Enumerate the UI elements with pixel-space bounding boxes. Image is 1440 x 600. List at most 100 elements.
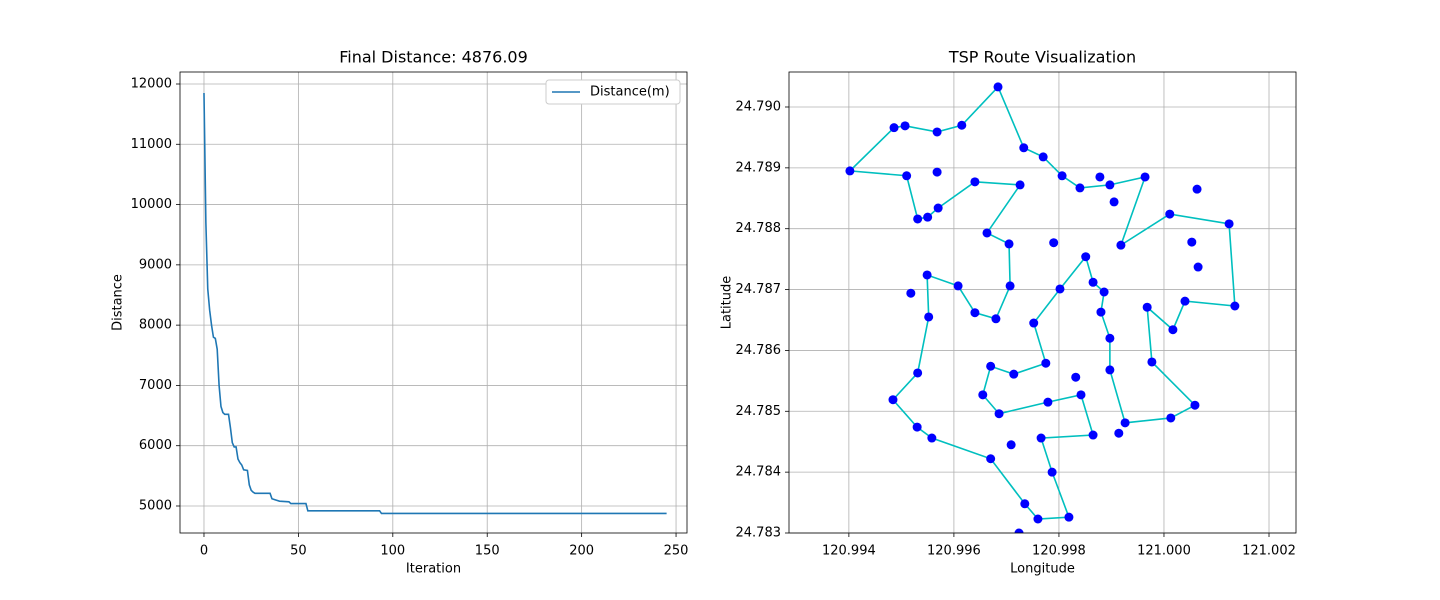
x-tick-label: 120.996 bbox=[927, 544, 981, 559]
axes-frame bbox=[788, 71, 1297, 534]
y-tick-label: 24.787 bbox=[736, 282, 782, 297]
city-point bbox=[912, 422, 922, 432]
city-point bbox=[1180, 296, 1190, 306]
city-point bbox=[1015, 180, 1025, 190]
city-point bbox=[922, 270, 932, 280]
city-point bbox=[1109, 197, 1119, 207]
x-axis-label: Longitude bbox=[1010, 562, 1075, 577]
x-tick-label: 120.998 bbox=[1032, 544, 1086, 559]
city-point bbox=[1043, 397, 1053, 407]
city-point bbox=[1193, 262, 1203, 272]
city-point bbox=[1088, 430, 1098, 440]
city-point bbox=[1005, 281, 1015, 291]
y-tick-label: 6000 bbox=[139, 438, 172, 453]
city-point bbox=[1190, 400, 1200, 410]
legend-label: Distance(m) bbox=[590, 85, 670, 100]
y-axis-label: Latitude bbox=[720, 276, 735, 330]
y-tick-label: 24.786 bbox=[736, 343, 782, 358]
y-tick-label: 24.788 bbox=[736, 221, 782, 236]
city-point bbox=[953, 281, 963, 291]
x-tick-label: 200 bbox=[569, 544, 594, 559]
city-point bbox=[993, 82, 1003, 92]
city-point bbox=[1099, 287, 1109, 297]
city-point bbox=[900, 121, 910, 131]
city-point bbox=[1140, 172, 1150, 182]
city-point bbox=[1224, 219, 1234, 229]
y-tick-label: 7000 bbox=[139, 378, 172, 393]
city-point bbox=[994, 409, 1004, 419]
city-point bbox=[970, 177, 980, 187]
city-point bbox=[1038, 152, 1048, 162]
city-point bbox=[978, 390, 988, 400]
city-point bbox=[1019, 143, 1029, 153]
city-point bbox=[1187, 237, 1197, 247]
city-point bbox=[1114, 428, 1124, 438]
axes-frame bbox=[179, 71, 688, 534]
city-point bbox=[1096, 307, 1106, 317]
city-point bbox=[1009, 369, 1019, 379]
subplot: Final Distance: 4876.09 Iteration Distance… bbox=[111, 48, 689, 577]
city-point bbox=[991, 314, 1001, 324]
city-point bbox=[1064, 512, 1074, 522]
city-point bbox=[1192, 184, 1202, 194]
city-point bbox=[1120, 418, 1130, 428]
x-tick-label: 250 bbox=[664, 544, 689, 559]
x-tick-label: 0 bbox=[200, 544, 208, 559]
city-point bbox=[1014, 528, 1024, 533]
city-point bbox=[1142, 302, 1152, 312]
x-axis-label: Iteration bbox=[406, 562, 461, 577]
city-point bbox=[1055, 284, 1065, 294]
city-point bbox=[970, 308, 980, 318]
city-point bbox=[1088, 277, 1098, 287]
city-point bbox=[1076, 390, 1086, 400]
city-point bbox=[1116, 240, 1126, 250]
city-point bbox=[924, 312, 934, 322]
city-point bbox=[888, 395, 898, 405]
city-point bbox=[1033, 514, 1043, 524]
city-point bbox=[1006, 440, 1016, 450]
y-tick-label: 9000 bbox=[139, 257, 172, 272]
city-point bbox=[1230, 301, 1240, 311]
y-tick-label: 24.790 bbox=[736, 99, 782, 114]
city-point bbox=[986, 361, 996, 371]
x-tick-label: 50 bbox=[290, 544, 307, 559]
city-point bbox=[986, 454, 996, 464]
chart-title: TSP Route Visualization bbox=[948, 48, 1136, 67]
city-point bbox=[1071, 372, 1081, 382]
plot-area bbox=[203, 93, 667, 515]
city-point bbox=[845, 166, 855, 176]
y-tick-label: 24.789 bbox=[736, 160, 782, 175]
city-point bbox=[1095, 172, 1105, 182]
y-tick-label: 5000 bbox=[139, 498, 172, 513]
city-point bbox=[913, 214, 923, 224]
y-tick-label: 24.783 bbox=[736, 526, 782, 541]
city-point bbox=[913, 368, 923, 378]
city-point bbox=[1105, 333, 1115, 343]
city-point bbox=[957, 120, 967, 130]
city-point bbox=[1168, 325, 1178, 335]
city-point bbox=[889, 123, 899, 133]
x-tick-label: 121.002 bbox=[1242, 544, 1296, 559]
y-tick-label: 24.785 bbox=[736, 404, 782, 419]
y-tick-label: 10000 bbox=[131, 197, 172, 212]
city-point bbox=[923, 212, 933, 222]
y-tick-label: 12000 bbox=[131, 76, 172, 91]
city-point bbox=[1166, 413, 1176, 423]
x-tick-label: 121.000 bbox=[1137, 544, 1191, 559]
city-point bbox=[932, 167, 942, 177]
city-point bbox=[1029, 318, 1039, 328]
city-point bbox=[1057, 171, 1067, 181]
x-tick-label: 120.994 bbox=[822, 544, 876, 559]
y-axis-label: Distance bbox=[111, 274, 126, 331]
city-point bbox=[1020, 499, 1030, 509]
legend: Distance(m) bbox=[545, 79, 681, 105]
city-point bbox=[933, 203, 943, 213]
city-point bbox=[1004, 239, 1014, 249]
city-point bbox=[932, 127, 942, 137]
city-point bbox=[902, 171, 912, 181]
y-tick-label: 11000 bbox=[131, 137, 172, 152]
data-line bbox=[203, 93, 667, 515]
city-point bbox=[982, 228, 992, 238]
legend-box bbox=[545, 79, 681, 105]
